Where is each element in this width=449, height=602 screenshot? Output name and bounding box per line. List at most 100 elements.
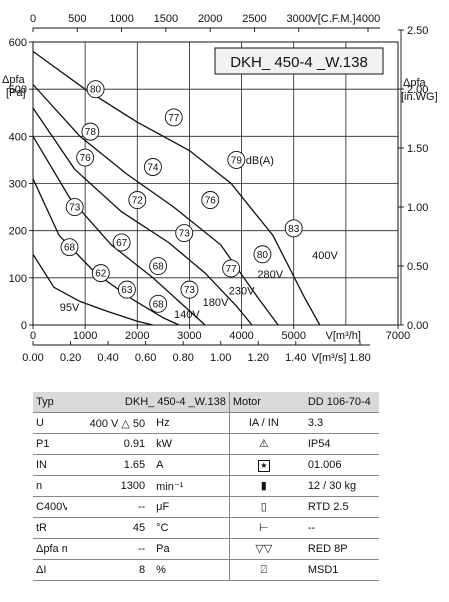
motor-spec-value: RED 8P: [297, 538, 379, 560]
spec-value: 8: [67, 559, 149, 581]
noise-label: 68: [153, 299, 165, 310]
right-axis-label-sym: Δpfa: [403, 77, 427, 89]
noise-marker: [164, 108, 183, 127]
motor-spec-value: RTD 2.5: [297, 496, 379, 518]
y-tick-label: 500: [9, 84, 27, 96]
curve-180v: [32, 135, 206, 326]
top-tick-label: 1500: [154, 13, 178, 25]
curve-230v: [32, 107, 253, 326]
motor-spec-value: MSD1: [297, 559, 379, 581]
noise-label: 62: [95, 269, 107, 280]
warning-triangle-icon: ⚠: [229, 433, 298, 455]
spec-label: C400V: [33, 496, 67, 518]
series-label-140v: 140V: [174, 309, 200, 321]
chart-title: DKH_ 450-4 _W.138: [230, 54, 368, 71]
series-label-400v: 400V: [312, 250, 338, 262]
noise-label: 83: [288, 224, 300, 235]
spec-row: n 1300 min⁻¹ ▮ 12 / 30 kg: [33, 475, 379, 497]
noise-label: 68: [153, 262, 165, 273]
top-axis-label: V[C.F.M.]: [310, 13, 355, 25]
noise-label: 79: [231, 155, 243, 166]
noise-marker: [128, 191, 147, 209]
curve-400v: [32, 50, 321, 326]
noise-label: 77: [226, 264, 238, 275]
noise-marker: [81, 122, 100, 141]
motor-spec-value: --: [297, 517, 379, 539]
y-tick-label: 0: [21, 320, 27, 332]
spec-label: tR: [33, 517, 67, 539]
bottom2-tick-label: 1.40: [285, 352, 306, 364]
y-tick-label: 300: [9, 179, 27, 191]
noise-marker: [180, 280, 199, 299]
noise-label: 76: [80, 153, 92, 164]
x-tick-label: 3000: [177, 330, 201, 342]
top-tick-label: 1000: [109, 13, 133, 25]
spec-value: 1.65: [67, 454, 149, 476]
noise-marker: [91, 264, 110, 283]
spec-row: tR 45 °C ⊢ --: [33, 517, 379, 539]
y-axis-label-unit: [Pa]: [6, 87, 26, 99]
right-tick-label: 2.50: [407, 25, 428, 37]
spec-unit: %: [148, 559, 230, 581]
noise-marker: [175, 224, 194, 242]
noise-label: 74: [147, 162, 159, 173]
spec-value: 1300: [67, 475, 149, 497]
spec-value: --: [67, 538, 149, 560]
noise-marker: [65, 198, 84, 217]
weight-icon: ▮: [229, 475, 298, 497]
noise-marker: [253, 245, 272, 264]
curve-95v: [32, 253, 154, 326]
motor-label: Motor: [229, 392, 298, 413]
spec-label: ΔI: [33, 559, 67, 581]
y-tick-label: 400: [9, 131, 27, 143]
noise-marker: [284, 219, 303, 238]
bottom2-tick-label: 0.80: [172, 352, 193, 364]
x-tick-label: 5000: [281, 330, 305, 342]
y-tick-label: 100: [9, 273, 27, 285]
right-tick-label: 1.50: [407, 143, 428, 155]
noise-marker: [222, 259, 241, 278]
bottom2-axis-label: V[m³/s]: [312, 352, 347, 364]
noise-label: 73: [184, 285, 196, 296]
series-label-180v: 180V: [203, 297, 229, 309]
spec-label: P1: [33, 433, 67, 455]
spec-value: 45: [67, 517, 149, 539]
bottom2-tick-label: 0.40: [97, 352, 118, 364]
noise-label: 80: [257, 250, 269, 261]
spec-unit: Hz: [148, 412, 230, 434]
noise-label: 63: [121, 285, 133, 296]
spec-row: C400V -- μF ▯ RTD 2.5: [33, 496, 379, 518]
noise-label: 78: [85, 127, 97, 138]
noise-label: 67: [116, 238, 128, 249]
top-tick-label: 4000: [356, 13, 380, 25]
star-box-icon: ★: [229, 454, 298, 476]
spec-value: --: [67, 496, 149, 518]
noise-marker: [149, 257, 168, 275]
curve-140v: [32, 178, 180, 326]
resistor-icon: ▯: [229, 496, 298, 518]
typ-value: DKH_ 450-4 _W.138: [67, 392, 230, 413]
spec-value: 400 V △ 50: [67, 412, 149, 434]
spec-row: ΔI 8% ⍁ MSD1: [33, 559, 379, 581]
spec-unit: min⁻¹: [148, 475, 230, 497]
noise-label: 76: [205, 196, 217, 207]
top-tick-label: 500: [68, 13, 86, 25]
bottom2-tick-label: 1.20: [248, 352, 269, 364]
spec-unit: A: [148, 454, 230, 476]
motor-spec-value: 3.3: [297, 412, 379, 434]
noise-label: 80: [90, 85, 102, 96]
top-tick-label: 0: [30, 13, 36, 25]
y-axis-label-sym: Δpfa: [2, 74, 26, 86]
noise-label: 73: [179, 229, 191, 240]
x-tick-label: 0: [30, 330, 36, 342]
spec-row: U 400 V △ 50 Hz IA / IN 3.3: [33, 412, 379, 434]
spec-table: Typ DKH_ 450-4 _W.138 Motor DD 106-70-4 …: [33, 392, 379, 581]
noise-unit-label: dB(A): [246, 155, 274, 167]
noise-marker: [227, 150, 246, 169]
current-ratio-icon: IA / IN: [229, 412, 298, 434]
noise-label: 72: [132, 196, 144, 207]
y-tick-label: 600: [9, 37, 27, 49]
curve-280v: [32, 84, 279, 326]
noise-marker: [201, 191, 220, 209]
top-tick-label: 3000: [287, 13, 311, 25]
